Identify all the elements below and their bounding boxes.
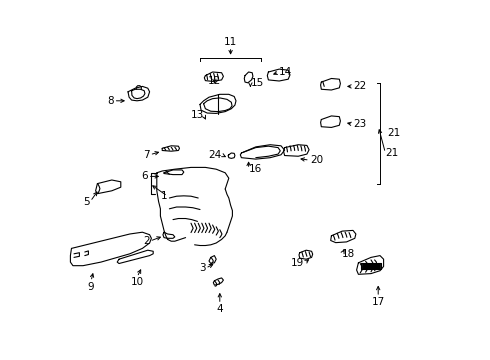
Text: 11: 11: [224, 37, 237, 47]
Text: 12: 12: [208, 76, 221, 86]
Text: 1: 1: [161, 191, 168, 201]
Text: 21: 21: [387, 128, 400, 138]
Text: 7: 7: [143, 150, 149, 160]
Text: 4: 4: [217, 304, 223, 314]
Text: 21: 21: [386, 148, 399, 158]
Text: 24: 24: [208, 150, 221, 160]
Text: 23: 23: [353, 119, 366, 129]
Text: 5: 5: [84, 197, 90, 207]
Text: 16: 16: [248, 164, 262, 174]
Text: 15: 15: [250, 78, 264, 88]
Text: 3: 3: [199, 263, 205, 273]
Text: 9: 9: [88, 282, 94, 292]
Text: 2: 2: [143, 236, 149, 246]
Text: 8: 8: [107, 96, 114, 106]
Text: 13: 13: [190, 110, 204, 120]
Text: 22: 22: [353, 81, 366, 91]
Text: 18: 18: [342, 249, 355, 259]
Text: 6: 6: [141, 171, 148, 181]
Text: 19: 19: [291, 258, 304, 268]
Text: 10: 10: [130, 277, 144, 287]
Text: 14: 14: [279, 67, 293, 77]
Text: 17: 17: [371, 297, 385, 307]
Text: 20: 20: [310, 155, 323, 165]
